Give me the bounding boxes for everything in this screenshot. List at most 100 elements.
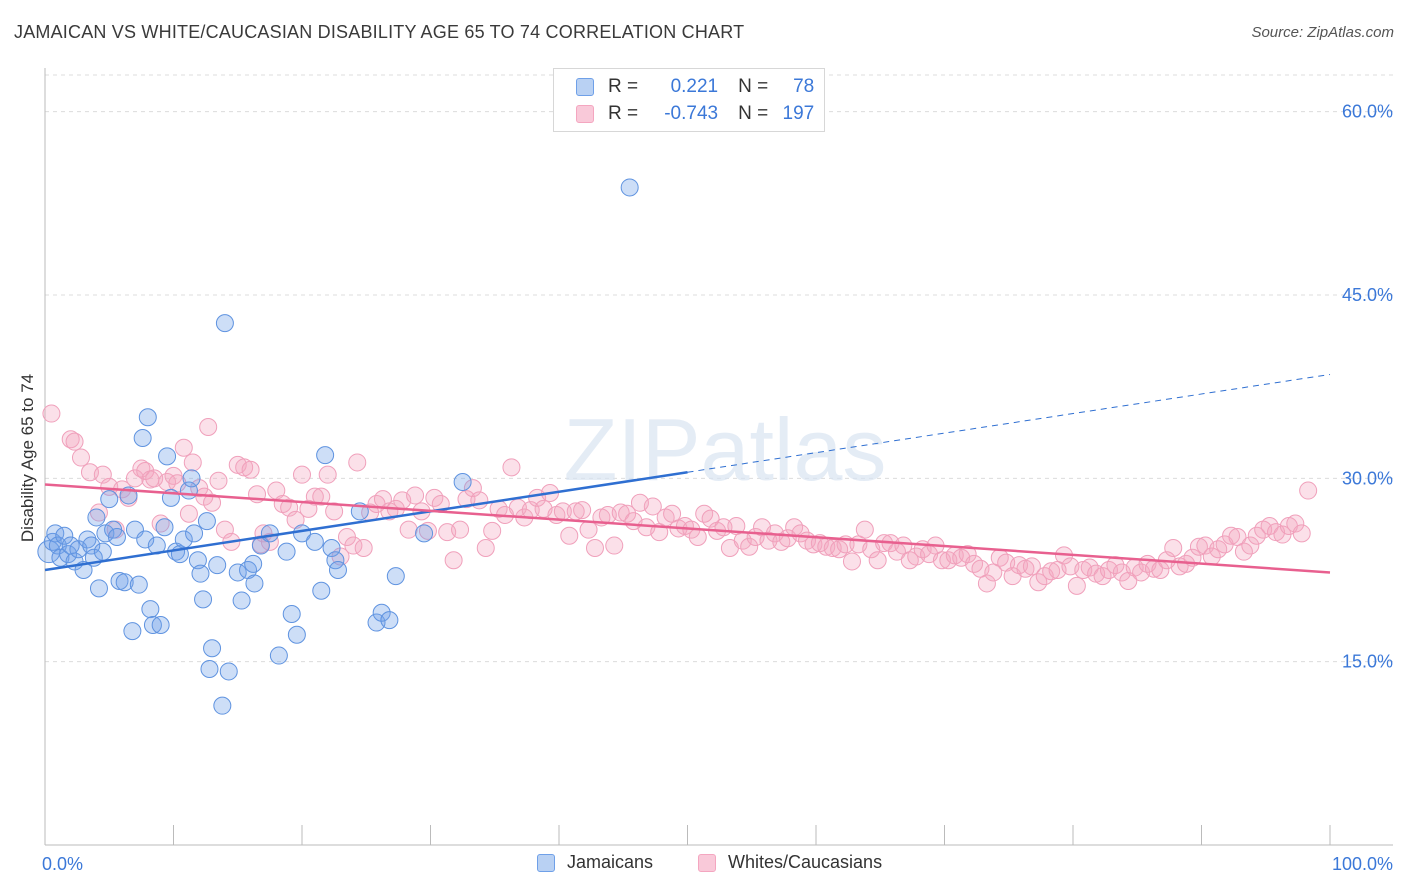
whites-point [457,490,476,509]
n-label: N = [738,76,769,97]
whites-point [348,453,367,472]
n-value: 78 [793,76,815,97]
whites-point [958,545,977,564]
whites-point [759,531,778,550]
chart-title: JAMAICAN VS WHITE/CAUCASIAN DISABILITY A… [14,22,745,42]
whites-point [1292,524,1311,543]
whites-point [65,432,84,451]
jamaicans-point [143,616,162,634]
whites-point [444,551,463,570]
whites-point [842,552,861,571]
legend-row-jamaicans: R = 0.221 N = 78 [576,75,814,99]
trend-lines [44,373,1331,574]
whites-point [1189,537,1208,556]
whites-point [579,520,598,539]
whites-point [136,462,155,480]
jamaicans-point [245,574,264,593]
correlation-legend: R = 0.221 N = 78 R = -0.743 N = 197 [553,68,825,132]
whites-point [868,551,887,570]
r-value: -0.743 [664,103,719,124]
whites-point [399,520,418,539]
jamaicans-point [287,625,306,644]
legend-whites-label: Whites/Caucasians [728,852,883,872]
x-tick-label: 100.0% [1332,854,1393,874]
jamaicans-point [115,573,134,592]
whites-point [502,458,521,477]
r-value: 0.221 [670,76,719,97]
jamaicans-point [191,564,210,583]
whites-point [1164,539,1183,557]
whites-point [1067,576,1086,595]
jamaicans-point [380,611,399,630]
whites-point [585,539,604,557]
jamaicans-point [620,178,639,197]
jamaicans-swatch [576,78,594,96]
whites-point [573,501,592,520]
whites-point [688,528,707,546]
legend-jamaicans: Jamaicans [537,852,653,873]
whites-point [611,503,630,522]
jamaicans-point [107,528,126,546]
whites-point [174,438,193,457]
whites-trend-line [44,483,1331,574]
jamaicans-point [203,639,222,658]
axes [44,68,1393,846]
whites-point [179,504,198,523]
jamaicans-point [197,512,216,531]
whites-point [1222,526,1241,545]
whites-point [199,418,218,436]
whites-point [325,502,344,521]
whites-point [183,453,202,472]
whites-point [451,520,470,539]
whites-point [305,487,324,506]
whites-point [1042,562,1061,581]
whites-point [483,521,502,540]
jamaicans-point [182,469,201,488]
whites-point [71,448,90,467]
jamaicans-point [453,473,472,491]
jamaicans-point [188,551,207,570]
whites-point [1286,514,1305,533]
whites-point [1241,536,1260,555]
jamaicans-point [208,556,227,575]
jamaicans-point [316,446,335,465]
y-tick-label: 45.0% [1342,285,1393,305]
r-label: R = [608,76,639,97]
whites-point [203,493,222,512]
jamaicans-point [138,408,157,427]
whites-points [42,404,1318,595]
jamaicans-point [151,616,170,634]
whites-point [476,539,495,557]
whites-point [618,504,637,523]
jamaicans-point [386,567,405,586]
legend-whites: Whites/Caucasians [698,852,882,873]
whites-point [470,491,489,510]
whites-point [740,537,759,556]
jamaicans-point [228,563,247,582]
y-tick-label: 60.0% [1342,102,1393,122]
whites-swatch [576,105,594,123]
jamaicans-point [282,605,301,623]
whites-point [855,520,874,539]
whites-point [209,471,228,490]
jamaicans-trend-line [44,470,688,572]
whites-point [125,469,144,488]
y-tick-label: 15.0% [1342,652,1393,672]
whites-point [354,539,373,557]
jamaicans-point [277,542,296,561]
whites-swatch [698,853,716,872]
jamaicans-point [200,660,219,678]
whites-point [42,404,61,423]
jamaicans-point [133,429,152,447]
jamaicans-point [232,591,251,610]
jamaicans-point [215,314,234,333]
jamaicans-swatch [537,853,555,872]
whites-point [977,574,996,593]
n-label: N = [738,103,769,124]
source-label: Source: ZipAtlas.com [1251,24,1394,41]
jamaicans-point [87,508,106,527]
jamaicans-point [129,575,148,594]
whites-point [241,460,260,479]
jamaicans-point [219,662,238,681]
